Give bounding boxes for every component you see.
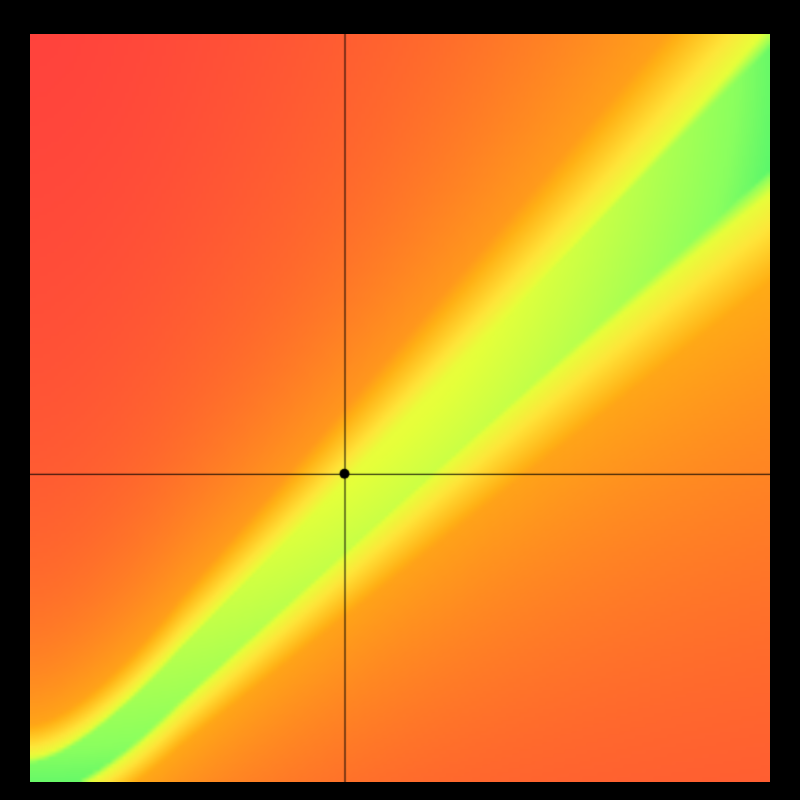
crosshair-overlay bbox=[30, 34, 770, 782]
bottleneck-chart bbox=[0, 0, 800, 800]
heatmap-plot-area bbox=[30, 34, 770, 782]
